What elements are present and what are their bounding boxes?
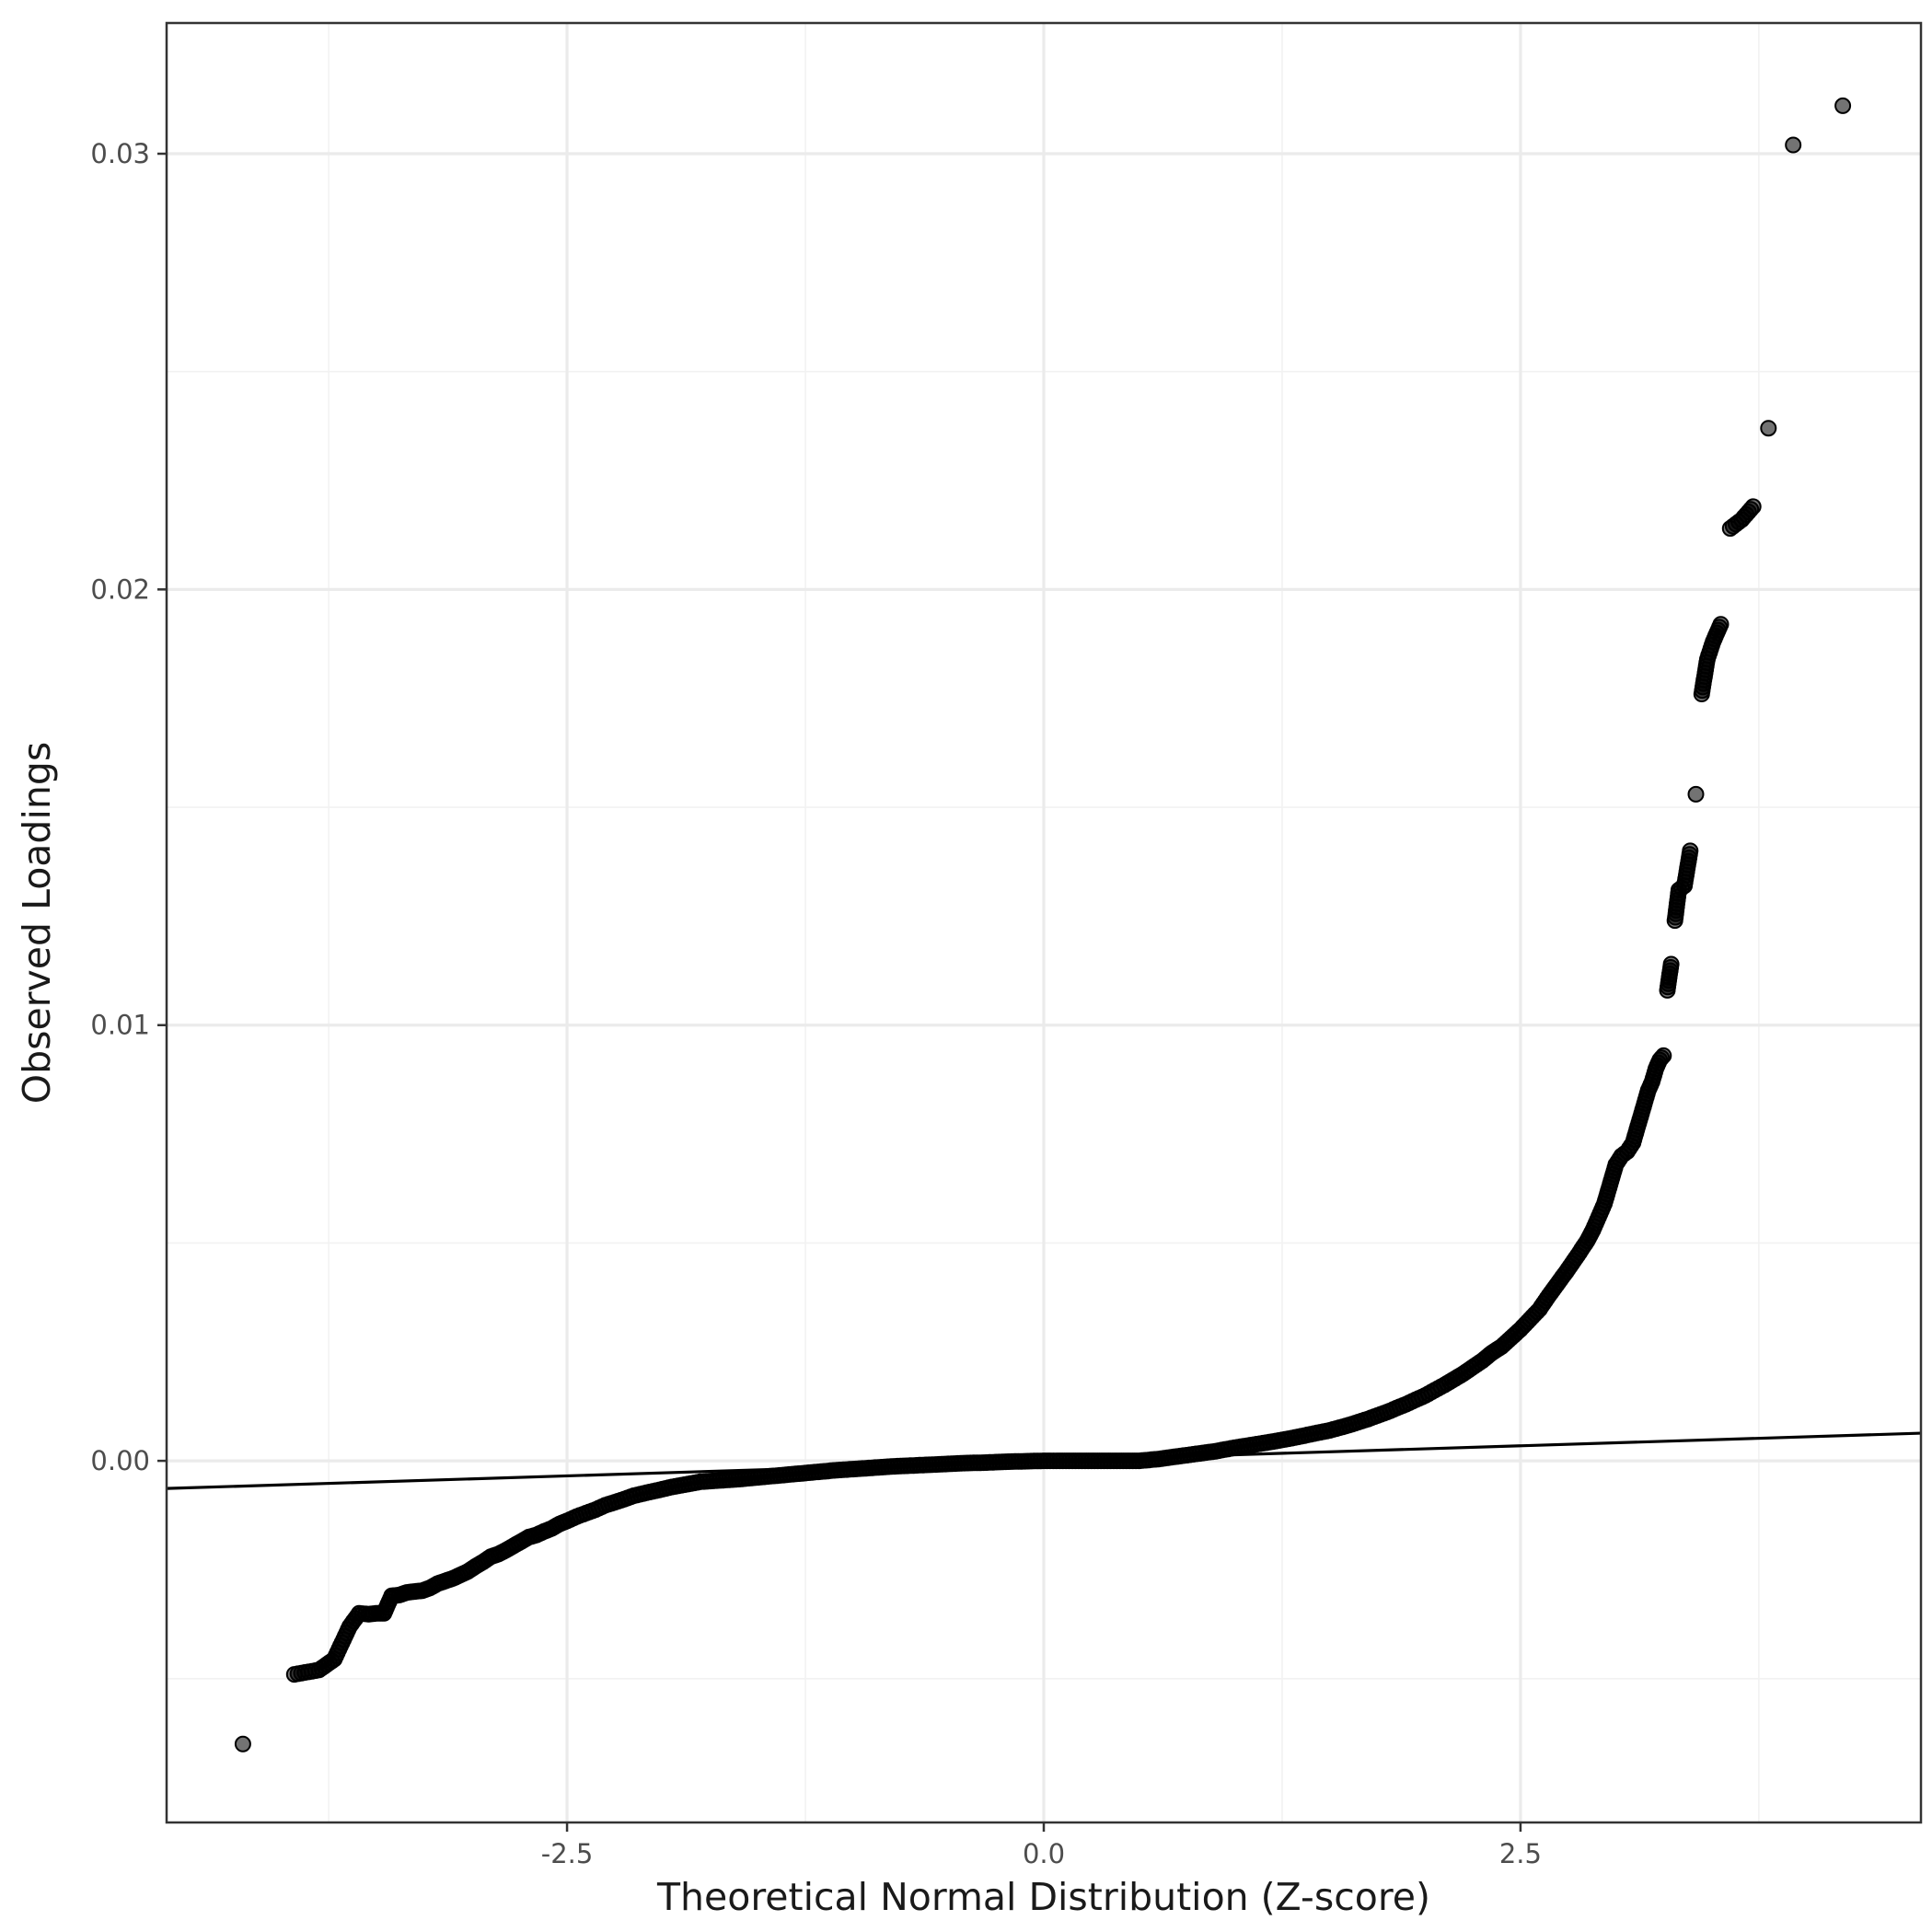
y-axis-title: Observed Loadings	[15, 742, 59, 1104]
y-tick-label: 0.00	[90, 1445, 150, 1476]
reference-line	[166, 1431, 1922, 1490]
x-tick-label: 2.5	[1499, 1838, 1542, 1869]
major-gridlines	[167, 23, 1921, 1822]
y-axis-ticks: 0.00 0.01 0.02 0.03	[90, 138, 167, 1476]
y-tick-label: 0.01	[90, 1010, 150, 1041]
data-point	[1760, 420, 1777, 437]
data-points	[234, 97, 1852, 1753]
data-point	[1834, 97, 1852, 114]
x-axis-ticks: -2.5 0.0 2.5	[541, 1822, 1542, 1869]
x-tick-label: -2.5	[541, 1838, 594, 1869]
x-tick-label: 0.0	[1023, 1838, 1065, 1869]
data-point	[1687, 785, 1705, 803]
y-tick-label: 0.03	[90, 138, 150, 169]
data-point	[1655, 1047, 1672, 1064]
data-point	[234, 1735, 251, 1753]
y-tick-label: 0.02	[90, 573, 150, 605]
data-point	[1744, 498, 1762, 515]
data-point	[1682, 842, 1699, 860]
data-point	[1785, 136, 1802, 154]
data-point	[1662, 955, 1680, 973]
x-axis-title: Theoretical Normal Distribution (Z-score…	[656, 1875, 1430, 1919]
data-point	[1712, 616, 1730, 633]
